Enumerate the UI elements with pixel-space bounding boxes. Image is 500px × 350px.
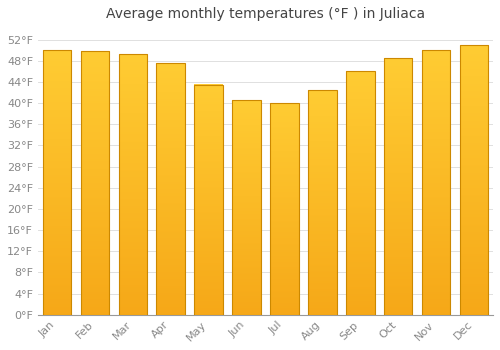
Bar — [42, 50, 71, 315]
Bar — [384, 58, 412, 315]
Bar — [156, 63, 185, 315]
Bar — [270, 103, 298, 315]
Bar — [460, 45, 488, 315]
Bar — [308, 90, 336, 315]
Bar — [346, 71, 374, 315]
Bar — [232, 100, 261, 315]
Bar — [80, 51, 109, 315]
Bar — [194, 85, 223, 315]
Bar — [422, 50, 450, 315]
Title: Average monthly temperatures (°F ) in Juliaca: Average monthly temperatures (°F ) in Ju… — [106, 7, 425, 21]
Bar — [118, 54, 147, 315]
